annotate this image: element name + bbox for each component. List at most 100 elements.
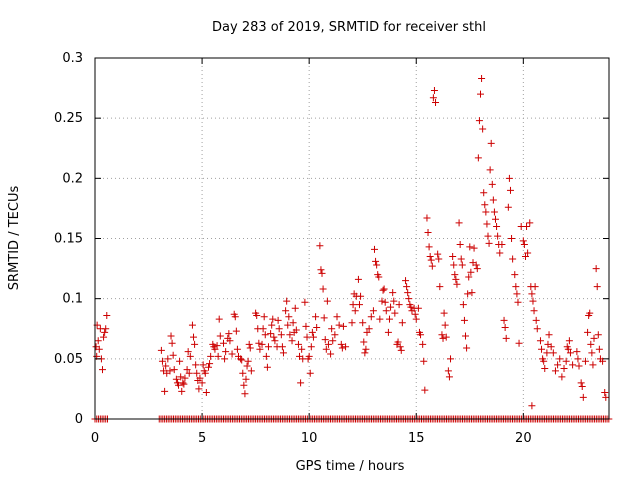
data-point <box>259 325 267 333</box>
data-point <box>441 321 449 329</box>
data-point <box>327 350 335 358</box>
data-point <box>241 390 249 398</box>
y-tick-label: 0.15 <box>54 232 83 247</box>
data-point <box>470 244 478 252</box>
data-point <box>237 355 245 363</box>
data-point <box>279 349 287 357</box>
data-point <box>429 94 437 102</box>
data-point <box>509 255 517 263</box>
data-point <box>588 349 596 357</box>
data-point <box>579 393 587 401</box>
x-axis-label: GPS time / hours <box>296 459 405 474</box>
data-point <box>560 364 568 372</box>
data-point <box>193 369 201 377</box>
data-point <box>312 313 320 321</box>
data-point <box>274 316 282 324</box>
data-point <box>339 322 347 330</box>
data-point <box>541 364 549 372</box>
data-point <box>515 339 523 347</box>
data-point <box>335 321 343 329</box>
data-point <box>168 339 176 347</box>
data-point <box>394 338 402 346</box>
data-point <box>348 319 356 327</box>
data-point <box>435 255 443 263</box>
data-point <box>426 253 434 261</box>
data-point <box>586 309 594 317</box>
data-point <box>533 325 541 333</box>
data-point <box>488 180 496 188</box>
data-point <box>307 343 315 351</box>
data-point <box>309 333 317 341</box>
data-point <box>269 315 277 323</box>
data-point <box>342 343 350 351</box>
data-point <box>238 356 246 364</box>
data-series-srmtid <box>91 74 613 423</box>
data-point <box>538 345 546 353</box>
data-point <box>482 208 490 216</box>
data-point <box>419 340 427 348</box>
data-point <box>323 297 331 305</box>
data-point <box>489 196 497 204</box>
data-point <box>239 369 247 377</box>
data-point <box>261 331 269 339</box>
data-point <box>298 345 306 353</box>
data-point <box>365 325 373 333</box>
data-point <box>220 339 227 347</box>
data-point <box>94 337 102 345</box>
data-point <box>556 355 564 363</box>
data-point <box>474 154 482 162</box>
data-point <box>221 355 229 363</box>
data-point <box>103 312 111 320</box>
data-point <box>396 343 404 351</box>
data-point <box>505 174 513 182</box>
data-point <box>324 340 332 348</box>
data-point <box>373 261 381 269</box>
data-point <box>167 332 175 340</box>
data-point <box>577 379 585 387</box>
data-point <box>390 297 398 305</box>
data-point <box>361 349 369 357</box>
data-point <box>412 315 420 323</box>
data-point <box>161 387 169 395</box>
data-point <box>460 316 468 324</box>
data-point <box>192 361 200 369</box>
data-point <box>465 273 473 281</box>
data-point <box>195 385 203 393</box>
data-point <box>523 222 531 230</box>
data-point <box>486 166 494 174</box>
data-point <box>478 74 486 82</box>
data-point <box>275 325 283 333</box>
data-point <box>376 315 384 323</box>
data-point <box>483 220 491 228</box>
data-point <box>424 228 432 236</box>
data-point <box>529 297 537 305</box>
data-point <box>514 298 522 306</box>
data-point <box>520 241 528 249</box>
data-point <box>590 334 598 342</box>
data-point <box>551 367 559 375</box>
data-point <box>291 304 299 312</box>
data-point <box>180 380 188 388</box>
data-point <box>531 283 539 291</box>
data-point <box>569 361 577 369</box>
data-point <box>427 256 435 264</box>
data-point <box>242 375 250 383</box>
data-point <box>185 369 193 377</box>
data-point <box>491 215 499 223</box>
data-point <box>222 348 230 356</box>
data-point <box>444 367 452 375</box>
data-point <box>554 361 562 369</box>
data-point <box>381 298 389 306</box>
data-point <box>456 241 464 249</box>
data-point <box>434 250 442 258</box>
data-point <box>565 337 573 345</box>
data-point <box>158 357 166 365</box>
y-axis-label: SRMTID / TECUs <box>7 186 22 291</box>
data-point <box>207 352 215 360</box>
data-point <box>530 307 538 315</box>
data-point <box>540 357 548 365</box>
data-point <box>452 275 460 283</box>
data-point <box>288 337 296 345</box>
data-point <box>184 348 192 356</box>
data-point <box>232 327 240 335</box>
